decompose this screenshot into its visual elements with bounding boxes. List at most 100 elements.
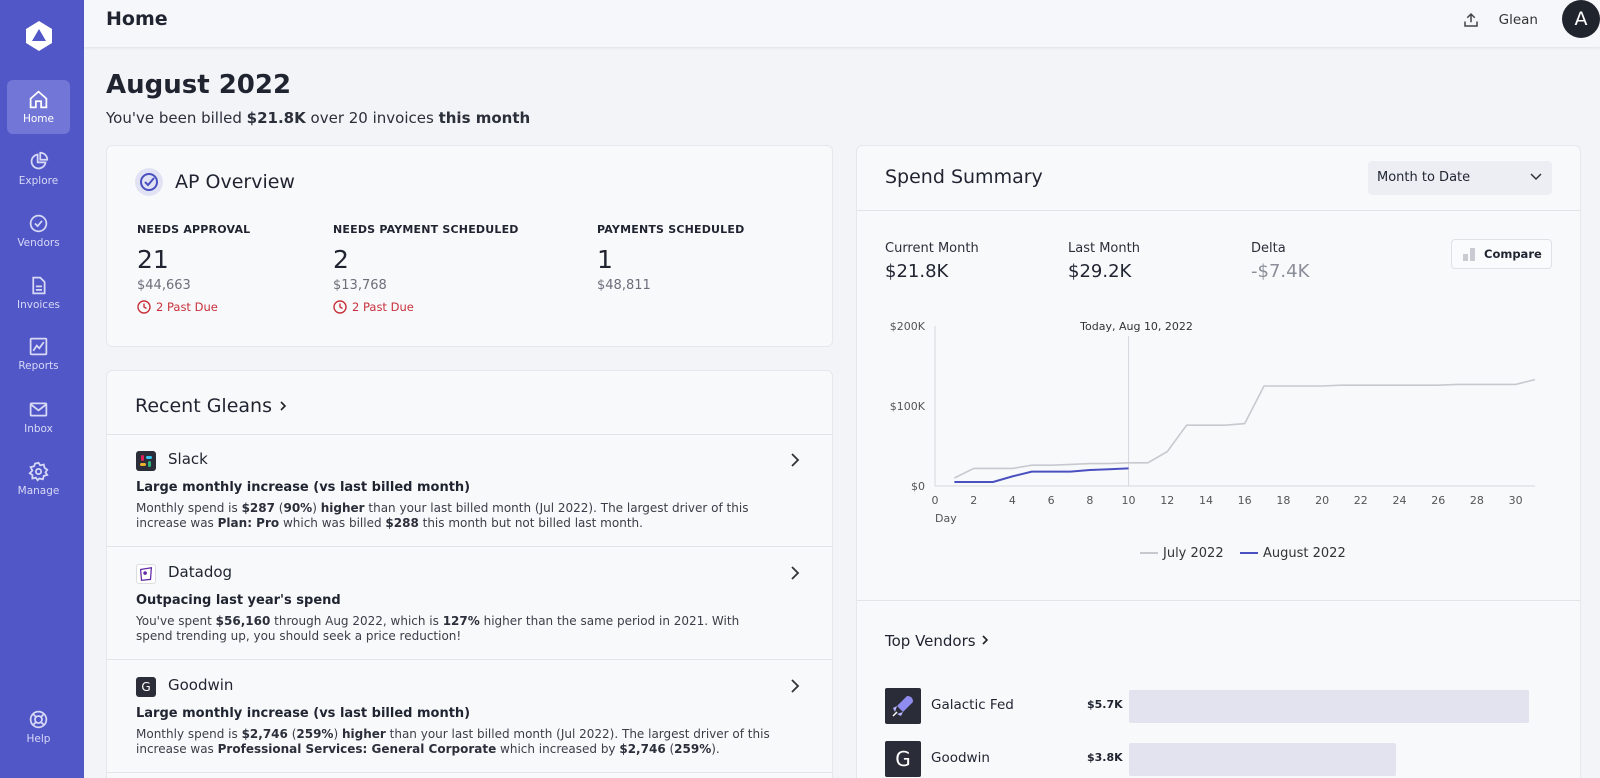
legend-label: July 2022 <box>1162 546 1224 561</box>
stat-count: 21 <box>137 245 169 274</box>
period-select-value: Month to Date <box>1377 170 1471 185</box>
chevron-right-icon[interactable] <box>788 678 802 694</box>
pie-chart-icon <box>30 151 49 170</box>
compare-button[interactable]: Compare <box>1451 239 1552 269</box>
billed-summary: You've been billed $21.8K over 20 invoic… <box>106 109 530 127</box>
x-tick-label: 0 <box>932 494 939 507</box>
sidebar-item-vendors[interactable]: Vendors <box>7 204 70 258</box>
stat-needs-payment-scheduled[interactable]: NEEDS PAYMENT SCHEDULED 2 $13,768 2 Past… <box>333 223 519 314</box>
sidebar-item-reports[interactable]: Reports <box>7 327 70 381</box>
y-tick-label: $100K <box>890 400 926 413</box>
recent-gleans-title[interactable]: Recent Gleans <box>135 395 288 417</box>
x-tick-label: 28 <box>1470 494 1484 507</box>
x-tick-label: 30 <box>1509 494 1523 507</box>
period-select[interactable]: Month to Date <box>1368 161 1552 195</box>
clock-icon <box>137 300 151 314</box>
x-tick-label: 24 <box>1393 494 1407 507</box>
sidebar-item-label: Explore <box>18 175 59 187</box>
x-tick-label: 22 <box>1354 494 1368 507</box>
stat-count: 1 <box>597 245 613 274</box>
glean-item-datadog[interactable]: Datadog Outpacing last year's spend You'… <box>107 548 832 660</box>
app-logo-icon[interactable] <box>24 20 54 52</box>
x-tick-label: 20 <box>1315 494 1329 507</box>
help-lifebuoy-icon <box>29 710 48 729</box>
x-tick-label: 4 <box>1009 494 1016 507</box>
document-icon <box>32 276 46 295</box>
chevron-right-icon <box>280 401 287 411</box>
past-due-badge: 2 Past Due <box>333 300 519 314</box>
sidebar-item-label: Manage <box>17 485 60 497</box>
recent-gleans-title-text: Recent Gleans <box>135 395 272 417</box>
x-axis-title: Day <box>935 512 957 525</box>
x-tick-label: 8 <box>1086 494 1093 507</box>
chevron-down-icon <box>1530 173 1542 181</box>
sidebar-item-help[interactable]: Help <box>7 700 70 754</box>
vendor-amount: $5.7K <box>1087 698 1123 711</box>
vendor-row-galactic-fed[interactable]: Galactic Fed $5.7K <box>885 688 1552 724</box>
goodwin-logo-icon: G <box>136 677 156 697</box>
avatar[interactable]: A <box>1562 0 1600 38</box>
glean-description: Monthly spend is $287 (90%) higher than … <box>136 501 749 530</box>
glean-vendor-name: Goodwin <box>168 676 234 694</box>
billed-prefix: You've been billed <box>106 109 242 127</box>
upload-icon[interactable] <box>1462 11 1480 29</box>
series-line-august <box>954 467 1129 483</box>
metric-value: $29.2K <box>1068 261 1132 282</box>
legend-label: August 2022 <box>1263 546 1346 561</box>
spend-summary-title: Spend Summary <box>885 166 1043 188</box>
top-vendors-title[interactable]: Top Vendors <box>885 632 990 650</box>
stat-needs-approval[interactable]: NEEDS APPROVAL 21 $44,663 2 Past Due <box>137 223 250 314</box>
glean-heading: Outpacing last year's spend <box>136 593 341 608</box>
metric-value: $21.8K <box>885 261 949 282</box>
ap-overview-card: AP Overview NEEDS APPROVAL 21 $44,663 2 … <box>106 145 833 347</box>
y-tick-label: $200K <box>890 320 926 333</box>
sidebar-item-label: Invoices <box>16 299 60 311</box>
stat-amount: $13,768 <box>333 278 387 293</box>
x-tick-label: 26 <box>1431 494 1445 507</box>
stat-payments-scheduled[interactable]: PAYMENTS SCHEDULED 1 $48,811 <box>597 223 744 293</box>
spend-summary-card: Spend Summary Month to Date Current Mont… <box>856 145 1581 778</box>
vendor-bar <box>1129 690 1529 723</box>
check-circle-icon <box>29 214 48 233</box>
month-title: August 2022 <box>106 70 292 100</box>
metric-last-month: Last Month $29.2K <box>1068 241 1140 282</box>
glean-item-slack[interactable]: Slack Large monthly increase (vs last bi… <box>107 435 832 547</box>
top-vendors-title-text: Top Vendors <box>885 632 976 650</box>
past-due-badge: 2 Past Due <box>137 300 250 314</box>
x-tick-label: 10 <box>1122 494 1136 507</box>
goodwin-logo-icon: G <box>885 741 921 777</box>
sidebar-item-label: Vendors <box>17 237 60 249</box>
stat-amount: $48,811 <box>597 278 651 293</box>
ap-overview-title: AP Overview <box>175 171 295 193</box>
billed-period: this month <box>438 109 531 127</box>
check-badge-icon <box>135 168 163 196</box>
bar-chart-icon <box>1463 248 1475 261</box>
mail-icon <box>29 402 48 417</box>
glean-vendor-name: Datadog <box>168 563 233 581</box>
org-name[interactable]: Glean <box>1498 12 1538 28</box>
vendor-name: Galactic Fed <box>931 697 1014 713</box>
vendor-bar <box>1129 743 1396 776</box>
glean-heading: Large monthly increase (vs last billed m… <box>136 480 471 495</box>
glean-item-goodwin[interactable]: G Goodwin Large monthly increase (vs las… <box>107 661 832 773</box>
sidebar-item-manage[interactable]: Manage <box>7 452 70 506</box>
x-tick-label: 6 <box>1048 494 1055 507</box>
chevron-right-icon[interactable] <box>788 452 802 468</box>
metric-delta: Delta -$7.4K <box>1251 241 1309 282</box>
compare-label: Compare <box>1484 247 1542 261</box>
sidebar-item-invoices[interactable]: Invoices <box>7 266 70 320</box>
divider <box>107 434 832 435</box>
x-tick-label: 16 <box>1238 494 1252 507</box>
divider <box>857 210 1580 211</box>
sidebar-item-inbox[interactable]: Inbox <box>7 390 70 444</box>
line-chart-icon <box>29 337 48 356</box>
vendor-row-goodwin[interactable]: G Goodwin $3.8K <box>885 741 1552 777</box>
datadog-logo-icon <box>136 564 156 584</box>
sidebar-item-explore[interactable]: Explore <box>7 142 70 196</box>
billed-middle: over 20 invoices <box>310 109 434 127</box>
stat-count: 2 <box>333 245 349 274</box>
page-title: Home <box>106 8 168 30</box>
sidebar-item-home[interactable]: Home <box>7 80 70 134</box>
chevron-right-icon[interactable] <box>788 565 802 581</box>
